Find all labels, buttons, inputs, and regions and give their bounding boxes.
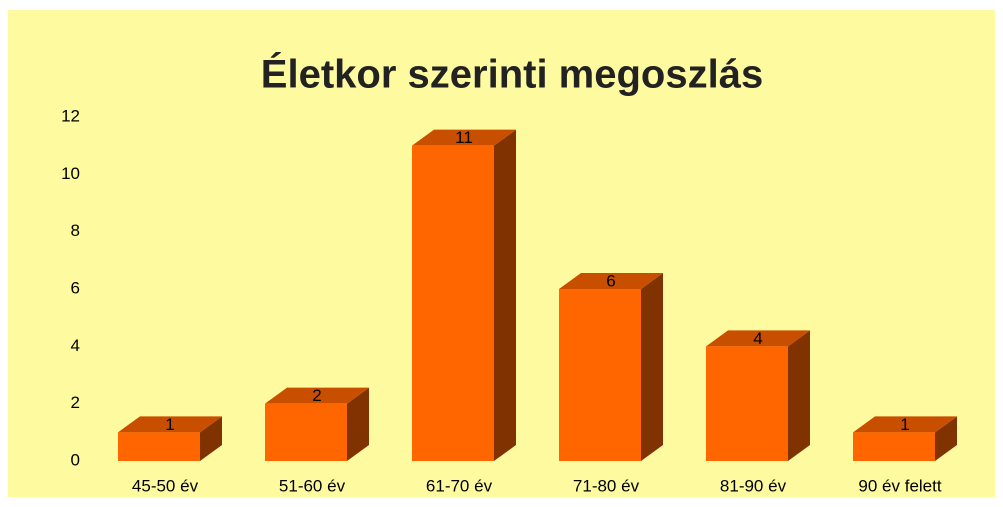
y-tick-label: 10 xyxy=(61,164,80,183)
y-tick-label: 12 xyxy=(61,106,80,125)
data-label: 1 xyxy=(900,415,909,434)
bar-front xyxy=(853,432,935,461)
bar xyxy=(118,416,222,461)
bar-side xyxy=(494,129,516,461)
bar-side xyxy=(200,416,222,461)
bar-side xyxy=(788,330,810,461)
bar xyxy=(412,129,516,461)
bar xyxy=(265,387,369,461)
bar-side xyxy=(347,387,369,461)
x-tick-label: 51-60 év xyxy=(279,476,346,495)
y-tick-label: 0 xyxy=(71,450,80,469)
data-label: 4 xyxy=(753,329,762,348)
y-tick-label: 6 xyxy=(71,278,80,297)
data-label: 6 xyxy=(606,271,615,290)
bar-side xyxy=(641,273,663,461)
x-tick-label: 90 év felett xyxy=(858,476,941,495)
bar-top xyxy=(412,129,516,146)
chart-title: Életkor szerinti megoszlás xyxy=(261,52,763,97)
bar xyxy=(853,416,957,461)
x-tick-label: 45-50 év xyxy=(132,476,199,495)
bar-front xyxy=(118,432,200,461)
x-tick-label: 81-90 év xyxy=(720,476,787,495)
bar-front xyxy=(412,145,494,461)
x-tick-label: 61-70 év xyxy=(426,476,493,495)
bar-front xyxy=(706,346,788,461)
y-tick-label: 2 xyxy=(71,393,80,412)
bar xyxy=(706,330,810,461)
bar-side xyxy=(935,416,957,461)
y-tick-label: 8 xyxy=(71,221,80,240)
bar-top xyxy=(706,330,810,347)
data-label: 2 xyxy=(312,386,321,405)
bar-front xyxy=(265,403,347,461)
bar-top xyxy=(118,416,222,433)
bar xyxy=(559,273,663,461)
bar-top xyxy=(265,387,369,404)
bar-top xyxy=(559,273,663,289)
data-label: 11 xyxy=(455,128,473,147)
x-tick-label: 71-80 év xyxy=(573,476,640,495)
data-label: 1 xyxy=(165,415,174,434)
y-tick-label: 4 xyxy=(71,336,80,355)
bar-front xyxy=(559,289,641,461)
bar-top xyxy=(853,416,957,433)
